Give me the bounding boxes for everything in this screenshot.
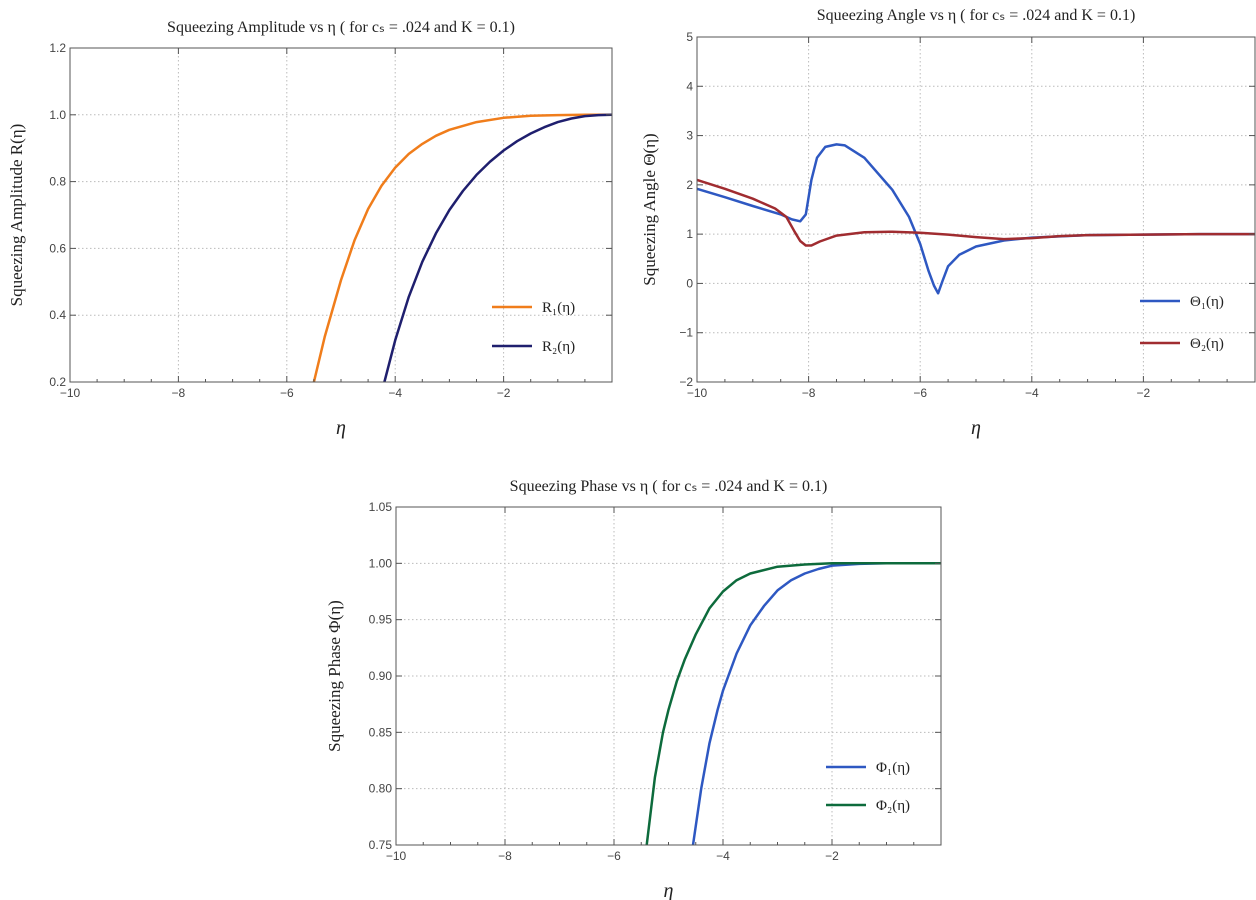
y-tick-label: 1.2 <box>49 41 66 55</box>
x-tick-label: −10 <box>60 386 81 400</box>
y-tick-label: 0.75 <box>369 838 393 852</box>
x-axis-label: η <box>664 880 674 900</box>
legend-label-2: Φ₂(η) <box>876 798 910 814</box>
y-tick-label: 0.95 <box>369 613 393 627</box>
legend-label-1: Θ₁(η) <box>1190 294 1224 310</box>
y-tick-label: 0.2 <box>49 375 66 389</box>
x-tick-label: −6 <box>607 849 621 863</box>
x-axis-label: η <box>336 417 346 439</box>
y-tick-label: 0.4 <box>49 308 66 322</box>
y-tick-label: 1 <box>686 227 693 241</box>
plot-frame <box>696 36 1256 383</box>
legend-label-1: R₁(η) <box>542 300 575 316</box>
series-line-2 <box>697 178 1255 247</box>
y-tick-label: 3 <box>686 129 693 143</box>
series-line-2 <box>383 113 612 382</box>
chart-title: Squeezing Angle vs η ( for cₛ = .024 and… <box>817 7 1136 24</box>
y-axis-label: Squeezing Angle Θ(η) <box>640 133 659 285</box>
y-tick-label: 5 <box>686 30 693 44</box>
y-tick-label: 0.6 <box>49 241 66 255</box>
y-tick-label: 2 <box>686 178 693 192</box>
x-tick-label: −2 <box>825 849 839 863</box>
y-tick-label: −1 <box>679 326 693 340</box>
y-tick-label: 0.90 <box>369 669 393 683</box>
chart-panel-3: −10 −8 −6 −4 −2 0.75 0.80 0.85 0.90 0.95 1.00 1.05 S… <box>325 478 942 900</box>
x-tick-label: −4 <box>388 386 402 400</box>
x-tick-label: −6 <box>280 386 294 400</box>
chart-panel-1: −10 −8 −6 −4 −2 0.2 0.4 0.6 0.8 1.0 1.2 Squeezing A… <box>7 19 613 439</box>
x-tick-label: −10 <box>687 386 708 400</box>
y-tick-label: 0.85 <box>369 725 393 739</box>
chart-title: Squeezing Phase vs η ( for cₛ = .024 and… <box>510 478 828 495</box>
series-line-1 <box>312 113 612 382</box>
series-line-2 <box>645 562 941 845</box>
x-tick-label: −4 <box>1025 386 1039 400</box>
y-tick-label: 4 <box>686 79 693 93</box>
x-tick-label: −8 <box>802 386 816 400</box>
y-tick-label: 1.05 <box>369 500 393 514</box>
chart-title: Squeezing Amplitude vs η ( for cₛ = .024… <box>167 19 515 36</box>
y-tick-label: 1.0 <box>49 108 66 122</box>
x-tick-label: −4 <box>716 849 730 863</box>
legend-label-1: Φ₁(η) <box>876 760 910 776</box>
x-tick-label: −2 <box>497 386 511 400</box>
x-tick-label: −8 <box>172 386 186 400</box>
legend-label-2: R₂(η) <box>542 339 575 355</box>
y-tick-label: 0.8 <box>49 175 66 189</box>
x-tick-label: −6 <box>913 386 927 400</box>
plot-frame <box>69 47 613 383</box>
y-tick-label: −2 <box>679 375 693 389</box>
y-axis-label: Squeezing Phase Φ(η) <box>325 600 344 752</box>
x-tick-label: −2 <box>1137 386 1151 400</box>
y-tick-label: 0 <box>686 276 693 290</box>
y-tick-label: 0.80 <box>369 782 393 796</box>
legend-label-2: Θ₂(η) <box>1190 336 1224 352</box>
x-axis-label: η <box>971 417 981 439</box>
y-tick-label: 1.00 <box>369 556 393 570</box>
y-axis-label: Squeezing Amplitude R(η) <box>7 124 26 307</box>
series-line-1 <box>697 143 1255 295</box>
series-line-1 <box>691 562 941 845</box>
x-tick-label: −8 <box>498 849 512 863</box>
x-tick-label: −10 <box>386 849 407 863</box>
